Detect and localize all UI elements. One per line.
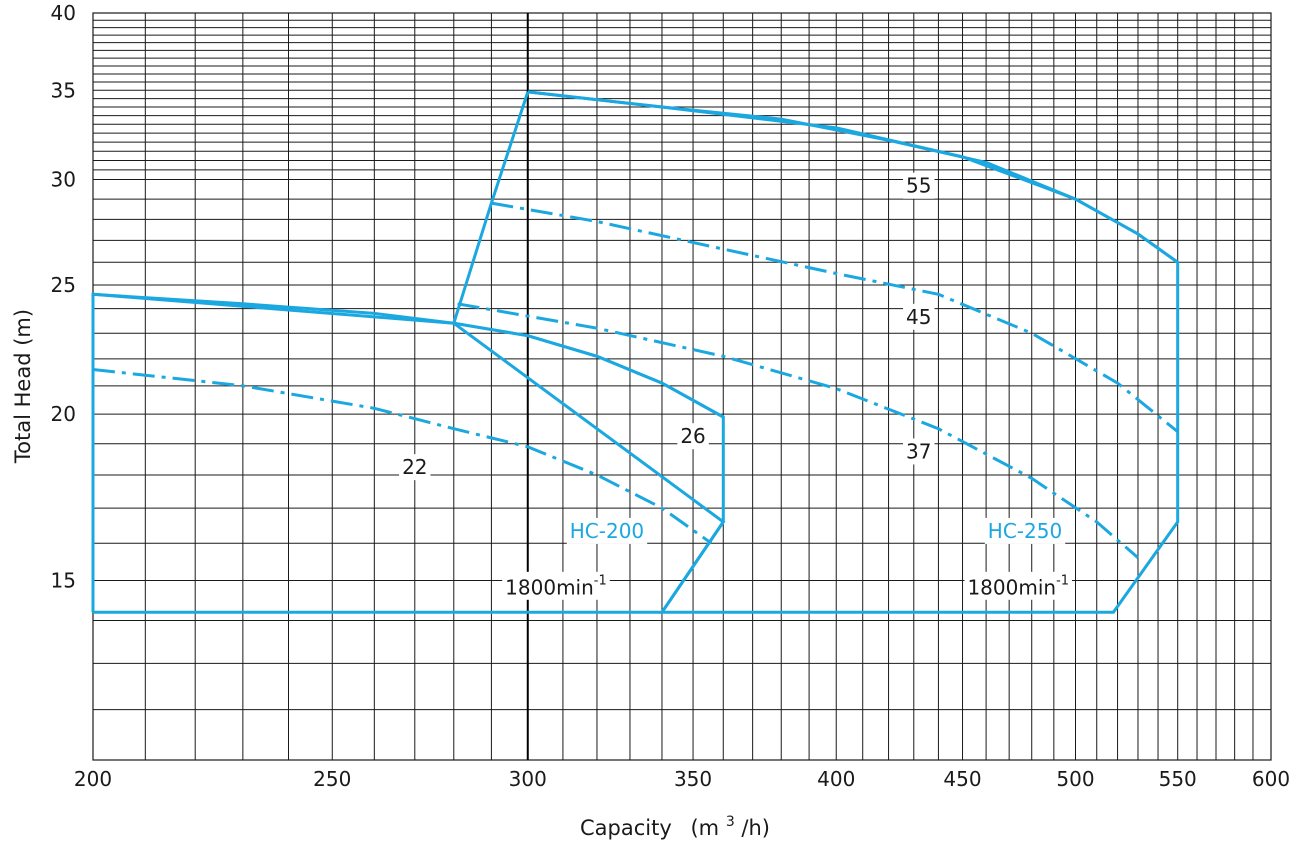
x-tick-label: 500	[1056, 767, 1094, 791]
curve-label-37-background	[903, 438, 935, 465]
curve-22	[92, 368, 713, 545]
curve-label-55-background	[903, 172, 935, 199]
model-label-hc-250-group: HC-250	[984, 517, 1066, 544]
x-axis-unit-base: (m	[690, 816, 719, 840]
curve-label-55: 55	[906, 174, 931, 198]
curve-label-45-group: 45	[903, 303, 935, 330]
x-tick-label: 450	[943, 767, 981, 791]
model-label-hc-200-group: HC-200	[566, 517, 648, 544]
curve-label-22-background	[399, 454, 431, 481]
speed-label-background	[964, 571, 1073, 600]
speed-label-text: 1800min	[505, 575, 594, 599]
speed-label: 1800min-1	[967, 573, 1069, 599]
speed-label-sup: -1	[1056, 573, 1069, 588]
curve-26	[92, 292, 725, 419]
y-axis-label: Total Head (m)	[11, 309, 35, 464]
curve-label-26-background	[677, 423, 709, 450]
curve-label-45-background	[903, 303, 935, 330]
speed-label-group: 1800min-1	[502, 571, 610, 600]
speed-label-sup: -1	[594, 573, 607, 588]
curve-label-22: 22	[402, 455, 427, 479]
y-tick-label: 25	[51, 273, 76, 297]
curve-label-26: 26	[680, 424, 705, 448]
curve-label-37: 37	[906, 439, 931, 463]
x-tick-label: 350	[674, 767, 712, 791]
tick-labels: 200 250 300 350 400 450 500 550 600 15 20 25 30 35 40	[51, 1, 1291, 791]
x-axis-unit-tail: /h)	[741, 816, 770, 840]
curve-37	[457, 302, 1139, 559]
model-label-hc-200: HC-200	[570, 519, 644, 543]
curve-label-26-group: 26	[677, 423, 709, 450]
y-tick-label: 20	[51, 402, 76, 426]
curve-55	[527, 90, 1179, 264]
y-tick-label: 30	[51, 167, 76, 191]
x-tick-label: 600	[1252, 767, 1290, 791]
model-label-hc-200-background	[566, 517, 648, 544]
x-tick-label: 550	[1159, 767, 1197, 791]
x-tick-label: 250	[313, 767, 351, 791]
x-tick-label: 300	[509, 767, 547, 791]
x-tick-label: 200	[74, 767, 112, 791]
x-axis-label: Capacity (m 3 /h)	[580, 807, 770, 840]
curve-45	[491, 201, 1179, 433]
model-label-hc-250-background	[984, 517, 1066, 544]
curve-label-37-group: 37	[903, 438, 935, 465]
speed-label: 1800min-1	[505, 573, 607, 599]
model-label-hc-250: HC-250	[988, 519, 1062, 543]
speed-label-text: 1800min	[967, 575, 1056, 599]
plot-grid	[92, 12, 1272, 761]
curve-label-22-group: 22	[399, 454, 431, 481]
y-tick-label: 35	[51, 78, 76, 102]
x-tick-label: 400	[817, 767, 855, 791]
plot-frame	[92, 12, 1272, 761]
speed-label-group: 1800min-1	[964, 571, 1073, 600]
y-tick-label: 15	[51, 569, 76, 593]
curve-label-45: 45	[906, 305, 931, 329]
curve-label-55-group: 55	[903, 172, 935, 199]
x-axis-unit-sup: 3	[726, 814, 735, 830]
x-axis-label-text: Capacity	[580, 816, 672, 840]
y-tick-label: 40	[51, 1, 76, 25]
speed-label-background	[502, 571, 610, 600]
